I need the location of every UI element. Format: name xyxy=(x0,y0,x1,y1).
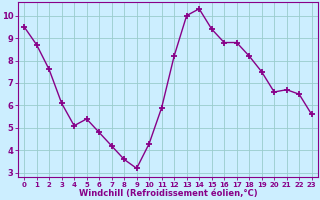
X-axis label: Windchill (Refroidissement éolien,°C): Windchill (Refroidissement éolien,°C) xyxy=(79,189,257,198)
